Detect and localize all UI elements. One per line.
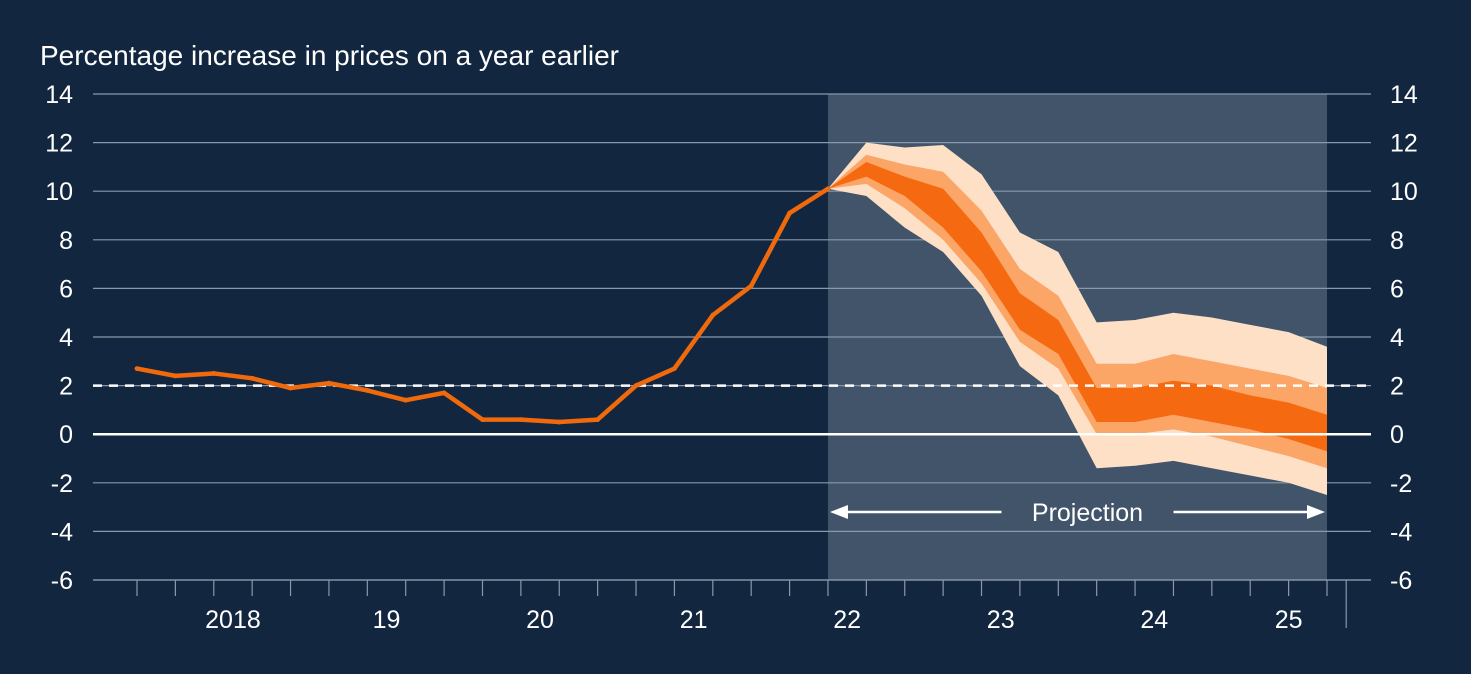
x-tick-label: 2018	[205, 606, 261, 634]
y-tick-label-right: -2	[1390, 470, 1412, 498]
y-tick-label-left: 12	[45, 130, 73, 158]
cpi-data-point	[710, 312, 716, 318]
y-tick-label-left: 2	[59, 373, 73, 401]
cpi-data-point	[211, 371, 217, 376]
cpi-data-point	[441, 390, 447, 396]
cpi-data-point	[633, 383, 639, 388]
y-tick-label-left: -2	[51, 470, 73, 498]
cpi-data-point	[787, 210, 792, 216]
cpi-data-point	[556, 419, 562, 425]
cpi-data-point	[480, 417, 485, 423]
x-tick-label: 20	[526, 606, 554, 634]
y-tick-label-left: 4	[59, 324, 73, 352]
y-tick-label-left: -6	[51, 567, 73, 595]
fan-band-inner	[827, 162, 1327, 452]
cpi-data-point	[326, 380, 332, 386]
cpi-actual-line	[134, 186, 831, 425]
y-tick-label-left: -4	[51, 518, 73, 546]
y-tick-label-right: 12	[1390, 130, 1418, 158]
cpi-data-point	[672, 366, 677, 371]
y-tick-label-right: 6	[1390, 275, 1404, 303]
x-tick-label: 21	[680, 606, 708, 634]
y-tick-label-left: 6	[59, 275, 73, 303]
x-tick-label: 23	[987, 606, 1015, 634]
y-tick-label-right: 8	[1390, 227, 1404, 255]
cpi-data-point	[288, 385, 293, 391]
cpi-data-point	[825, 186, 831, 192]
projection-label: Projection	[1032, 499, 1143, 527]
y-tick-label-right: 2	[1390, 373, 1404, 401]
x-tick-label: 24	[1140, 606, 1168, 634]
y-tick-label-left: 8	[59, 227, 73, 255]
x-tick-label: 19	[373, 606, 401, 634]
y-tick-label-left: 0	[59, 421, 73, 449]
y-tick-label-right: -6	[1390, 567, 1412, 595]
cpi-data-point	[403, 397, 409, 403]
y-tick-label-left: 14	[45, 81, 73, 109]
cpi-data-point	[249, 375, 255, 381]
chart-title: Percentage increase in prices on a year …	[40, 40, 619, 71]
y-tick-label-right: 0	[1390, 421, 1404, 449]
y-tick-label-right: 4	[1390, 324, 1404, 352]
cpi-data-point	[172, 373, 178, 379]
y-tick-label-right: 14	[1390, 81, 1418, 109]
projection-arrowhead-right	[1307, 505, 1325, 519]
y-tick-label-right: -4	[1390, 518, 1412, 546]
x-tick-label: 25	[1275, 606, 1303, 634]
y-tick-label-right: 10	[1390, 178, 1418, 206]
projection-arrowhead-left	[829, 505, 848, 519]
cpi-data-point	[364, 388, 370, 393]
cpi-data-point	[595, 417, 601, 423]
cpi-data-point	[748, 283, 754, 289]
cpi-data-point	[134, 366, 140, 371]
y-tick-label-left: 10	[45, 178, 73, 206]
x-tick-label: 22	[833, 606, 861, 634]
cpi-data-point	[518, 417, 524, 423]
